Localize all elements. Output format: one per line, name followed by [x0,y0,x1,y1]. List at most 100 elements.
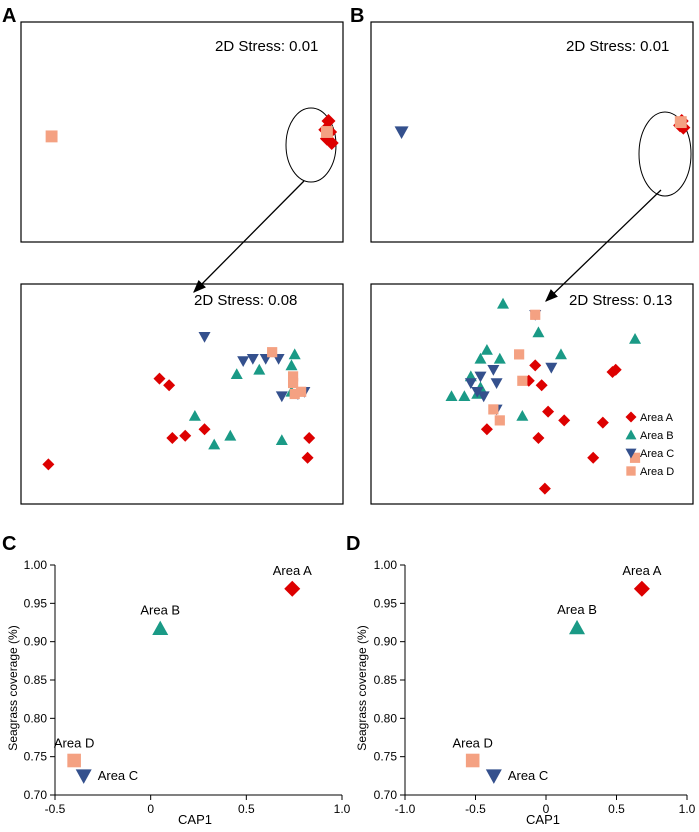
x-tick-label: 1.0 [334,802,351,816]
point-area-d [289,388,300,400]
plot-frame-a-bottom [20,283,344,505]
point-area-a [303,432,316,444]
x-tick-label: 0.5 [238,802,255,816]
point-area-b [532,326,545,338]
x-tick-label: 0 [543,802,550,816]
y-tick-label: 0.90 [374,635,398,649]
axes-c: -0.5 0 0.5 1.0 0.70 0.75 0.80 0.85 0.90 0.95 1.00 A… [24,558,351,816]
data-label-area-d: Area D [452,736,492,751]
panel-letter-d: D [346,533,360,555]
panel-letter-b: B [350,5,364,27]
point-area-c [275,391,288,403]
point-area-c [471,387,484,398]
cap-point-area-c [485,769,502,784]
point-area-b [554,348,567,360]
point-area-c [477,391,490,403]
point-area-a [42,458,55,471]
point-area-a [198,423,211,436]
point-area-a [153,372,166,385]
cap-point-area-b [152,620,169,636]
point-area-a [538,482,551,495]
stress-label-a-top: 2D Stress: 0.01 [215,38,318,55]
point-area-b [230,368,243,379]
y-tick-label: 0.85 [24,673,48,687]
point-area-c [237,356,250,367]
y-axis-label-c: Seagrass coverage (%) [6,625,20,750]
panel-letter-c: C [2,533,16,555]
point-area-a [535,379,548,392]
plot-frame-b-top [370,21,694,243]
y-tick-label: 0.90 [24,635,48,649]
point-area-a [301,451,314,464]
point-area-c [545,362,558,374]
point-area-d [320,126,333,138]
legend-label-area-d: Area D [640,466,674,478]
axes-d: -1.0 -0.5 0 0.5 1.0 0.70 0.75 0.80 0.85 0.90 0.95 1… [374,558,696,816]
point-area-a [609,363,622,376]
y-tick-label: 0.85 [374,673,398,687]
y-axis-label-d: Seagrass coverage (%) [355,625,369,750]
point-area-b [224,429,237,441]
point-area-d [629,452,641,463]
point-area-c [464,378,477,389]
cap-point-area-a [284,580,301,597]
legend: Area A Area B Area C Area D [625,411,674,478]
point-area-a [596,416,609,429]
point-area-d [287,377,299,389]
point-area-a [587,451,600,464]
y-tick-label: 0.70 [374,788,398,802]
point-area-b [480,344,493,355]
data-label-area-a: Area A [273,563,312,578]
point-area-b [288,348,301,360]
legend-label-area-b: Area B [640,430,674,442]
point-area-c [246,354,259,365]
point-area-b [275,434,288,445]
plot-frame-b-bottom [370,283,694,505]
point-area-c [490,378,503,389]
cap-point-area-d [67,753,81,768]
point-area-a [542,405,555,418]
data-label-area-d: Area D [54,736,94,751]
scatter-b-top [394,114,691,139]
point-area-b [285,359,298,371]
legend-marker-area-c [625,448,637,459]
point-area-c [394,126,409,139]
point-area-d [488,404,499,415]
x-tick-label: 1.0 [679,802,696,816]
point-area-b [516,410,529,421]
y-tick-label: 1.00 [374,558,398,572]
point-area-a [532,432,545,444]
point-area-b [445,390,458,401]
point-area-b [474,352,487,364]
point-area-b [493,352,506,364]
x-axis-label-d: CAP1 [526,812,560,827]
y-tick-label: 0.95 [24,596,48,610]
y-tick-label: 0.70 [24,788,48,802]
zoom-arrow-a [193,180,305,293]
legend-label-area-c: Area C [640,448,674,460]
cluster-ellipse-b [638,111,692,197]
data-label-area-b: Area B [557,602,597,617]
cap-point-area-d [465,753,480,768]
scatter-a-top [45,114,339,150]
point-area-d [674,116,687,129]
point-area-d [267,347,278,358]
x-tick-label: -0.5 [465,802,486,816]
zoom-arrow-b [545,189,662,302]
legend-marker-area-d [626,466,636,476]
point-area-b [458,390,471,401]
data-label-area-c: Area C [98,768,138,783]
point-area-d [514,349,525,360]
point-area-b [629,333,642,344]
point-area-c [474,371,487,383]
point-area-d [517,375,528,386]
point-area-c [487,365,500,376]
point-area-a [163,379,176,392]
stress-label-b-top: 2D Stress: 0.01 [566,38,669,55]
point-area-c [198,332,211,343]
scatter-b-bottom [445,297,642,495]
data-label-area-c: Area C [508,768,548,783]
y-tick-label: 0.75 [374,750,398,764]
y-tick-label: 0.75 [24,750,48,764]
